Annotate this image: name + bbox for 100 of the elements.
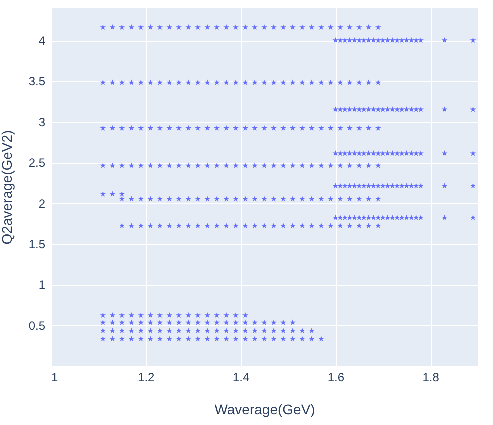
point xyxy=(280,222,286,229)
point xyxy=(271,24,277,30)
point xyxy=(356,222,362,229)
point xyxy=(204,336,210,342)
point xyxy=(157,196,164,202)
point xyxy=(224,336,230,342)
point xyxy=(280,24,286,30)
point xyxy=(337,222,344,229)
point xyxy=(204,320,210,326)
point xyxy=(418,214,424,220)
x-tick-label: 1.8 xyxy=(422,370,440,384)
point xyxy=(166,336,173,342)
point xyxy=(332,183,339,189)
point xyxy=(356,125,362,131)
point xyxy=(375,24,382,30)
point xyxy=(404,150,410,156)
point xyxy=(375,37,382,44)
point xyxy=(224,125,230,131)
point xyxy=(186,24,192,30)
point xyxy=(418,150,424,156)
point xyxy=(470,37,476,44)
point xyxy=(252,80,258,86)
point xyxy=(186,312,192,318)
point xyxy=(380,183,386,189)
point xyxy=(375,150,382,156)
point xyxy=(204,312,210,318)
point xyxy=(252,222,258,229)
point xyxy=(195,222,202,229)
point xyxy=(290,320,296,326)
point xyxy=(470,150,476,156)
point xyxy=(384,37,391,44)
point xyxy=(100,80,106,86)
point xyxy=(262,80,268,86)
point xyxy=(380,150,386,156)
point xyxy=(370,150,377,156)
point xyxy=(361,150,368,156)
point xyxy=(128,24,135,30)
point xyxy=(214,320,220,326)
point xyxy=(300,336,306,342)
point xyxy=(262,336,268,342)
x-tick-label: 1.6 xyxy=(328,370,345,384)
point xyxy=(110,312,116,318)
point xyxy=(346,222,353,229)
point xyxy=(408,183,415,189)
point xyxy=(366,37,372,44)
y-tick-label: 2 xyxy=(38,196,46,211)
point xyxy=(233,320,239,326)
point xyxy=(290,80,296,86)
point xyxy=(100,191,106,197)
point xyxy=(157,222,164,229)
point xyxy=(366,80,372,86)
point xyxy=(366,150,372,156)
point xyxy=(262,328,268,334)
point xyxy=(413,183,420,189)
point xyxy=(242,162,248,168)
point xyxy=(166,320,173,326)
point xyxy=(233,162,239,168)
point xyxy=(356,162,362,168)
point xyxy=(166,80,173,86)
point xyxy=(195,328,202,334)
point xyxy=(318,24,324,30)
point xyxy=(233,80,239,86)
point xyxy=(399,106,406,112)
point xyxy=(224,328,230,334)
point xyxy=(176,222,182,229)
point xyxy=(342,37,348,44)
point xyxy=(176,125,182,131)
point xyxy=(138,222,144,229)
point xyxy=(271,162,277,168)
point xyxy=(242,125,248,131)
point xyxy=(356,37,362,44)
point xyxy=(100,162,106,168)
y-tick-label: 3 xyxy=(38,115,46,130)
point xyxy=(224,222,230,229)
point xyxy=(157,80,164,86)
point xyxy=(280,336,286,342)
point xyxy=(408,106,415,112)
point xyxy=(290,162,296,168)
point xyxy=(100,125,106,131)
x-tick-label: 1 xyxy=(52,370,58,384)
point xyxy=(328,222,334,229)
point xyxy=(318,336,324,342)
point xyxy=(252,320,258,326)
point xyxy=(157,125,164,131)
point xyxy=(166,312,173,318)
point xyxy=(119,312,126,318)
point xyxy=(356,24,362,30)
point xyxy=(166,125,173,131)
point xyxy=(346,183,353,189)
point xyxy=(138,320,144,326)
point xyxy=(157,24,164,30)
point xyxy=(309,328,315,334)
point xyxy=(148,162,154,168)
point xyxy=(214,125,220,131)
point xyxy=(337,183,344,189)
point xyxy=(204,222,210,229)
point xyxy=(375,80,382,86)
point xyxy=(186,320,192,326)
point xyxy=(346,80,353,86)
point xyxy=(186,328,192,334)
